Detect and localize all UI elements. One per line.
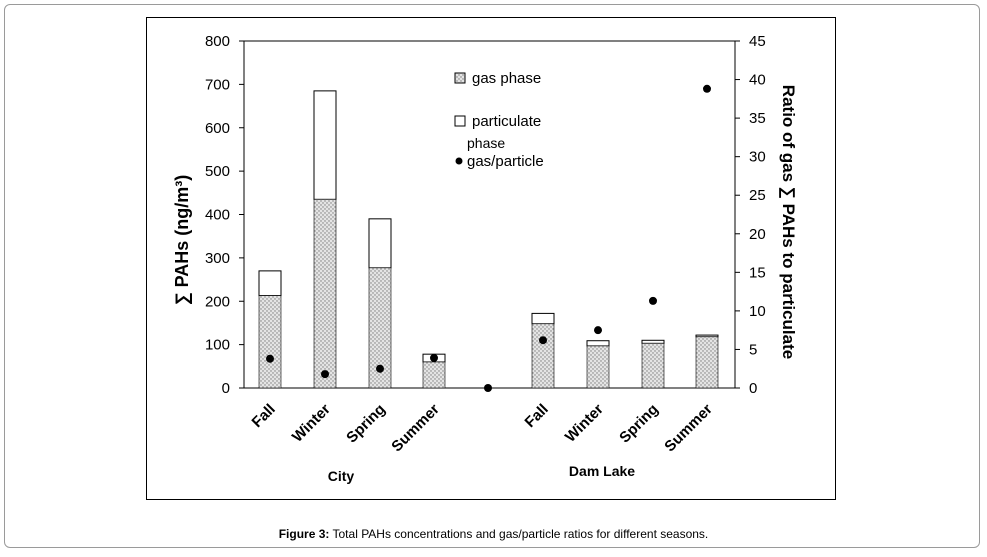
x-tick-label: Winter bbox=[562, 401, 607, 446]
y-right-tick-label: 5 bbox=[749, 341, 757, 358]
bar-gas bbox=[695, 336, 719, 389]
caption-label: Figure 3: bbox=[278, 527, 330, 541]
y-left-tick-label: 700 bbox=[205, 76, 230, 93]
y-left-tick-label: 800 bbox=[205, 33, 230, 50]
y-left-tick-label: 200 bbox=[205, 293, 230, 310]
bar-particulate bbox=[586, 340, 610, 347]
legend-marker-ratio bbox=[455, 157, 463, 165]
y-left-tick-label: 600 bbox=[205, 120, 230, 137]
y-right-tick-label: 35 bbox=[749, 110, 766, 127]
y-left-tick-label: 500 bbox=[205, 163, 230, 180]
y-right-tick-label: 15 bbox=[749, 264, 766, 281]
bar-gas bbox=[313, 199, 337, 389]
ratio-point bbox=[594, 326, 602, 335]
y-left-tick-label: 100 bbox=[205, 337, 230, 354]
figure-frame bbox=[4, 4, 980, 548]
bar-particulate bbox=[641, 339, 665, 344]
legend-label-gas: gas phase bbox=[472, 70, 541, 87]
y-right-tick-label: 45 bbox=[749, 33, 766, 50]
y-axis-left-title: ∑ PAHs (ng/m³) bbox=[172, 175, 192, 306]
y-left-tick-label: 400 bbox=[205, 207, 230, 224]
x-tick-label: Summer bbox=[388, 401, 443, 456]
bar-gas bbox=[641, 343, 665, 389]
bar-gas bbox=[586, 345, 610, 389]
bar-gas bbox=[531, 323, 555, 389]
y-left-tick-label: 300 bbox=[205, 250, 230, 267]
legend-label-particulate: particulate bbox=[472, 113, 541, 130]
figure-caption: Figure 3: Total PAHs concentrations and … bbox=[0, 527, 987, 541]
bar-particulate bbox=[531, 312, 555, 325]
bar-particulate bbox=[313, 90, 337, 200]
x-tick-label: Fall bbox=[249, 401, 279, 431]
ratio-point bbox=[321, 370, 329, 379]
ratio-point bbox=[484, 384, 492, 392]
ratio-point bbox=[266, 354, 274, 363]
bar-gas bbox=[258, 295, 282, 389]
ratio-point bbox=[430, 353, 438, 362]
legend-swatch-gas bbox=[454, 72, 466, 84]
y-right-tick-label: 40 bbox=[749, 72, 766, 89]
bar-gas bbox=[422, 361, 446, 389]
y-right-tick-label: 0 bbox=[749, 380, 757, 397]
x-tick-label: Fall bbox=[522, 401, 552, 431]
bar-gas bbox=[368, 267, 392, 389]
x-tick-label: Spring bbox=[616, 401, 662, 447]
legend-label-phase: phase bbox=[467, 135, 505, 151]
bar-particulate bbox=[368, 218, 392, 269]
x-tick-label: Winter bbox=[289, 401, 334, 446]
group-label-dam-lake: Dam Lake bbox=[569, 463, 635, 479]
group-label-city: City bbox=[328, 468, 355, 484]
x-tick-label: Spring bbox=[343, 401, 389, 447]
y-axis-right-title: Ratio of gas ∑ PAHs to particulate bbox=[779, 85, 798, 359]
y-right-tick-label: 25 bbox=[749, 187, 766, 204]
bar-particulate bbox=[258, 270, 282, 297]
legend-swatch-particulate bbox=[454, 115, 466, 127]
y-right-tick-label: 10 bbox=[749, 303, 766, 320]
ratio-point bbox=[376, 364, 384, 373]
y-right-tick-label: 30 bbox=[749, 149, 766, 166]
legend-label-ratio: gas/particle bbox=[467, 153, 544, 170]
y-left-tick-label: 0 bbox=[222, 380, 230, 397]
ratio-point bbox=[703, 84, 711, 93]
x-tick-label: Summer bbox=[661, 401, 716, 456]
chart-frame bbox=[146, 17, 836, 500]
caption-text: Total PAHs concentrations and gas/partic… bbox=[329, 527, 709, 541]
ratio-point bbox=[539, 336, 547, 345]
y-right-tick-label: 20 bbox=[749, 226, 766, 243]
ratio-point bbox=[649, 296, 657, 305]
